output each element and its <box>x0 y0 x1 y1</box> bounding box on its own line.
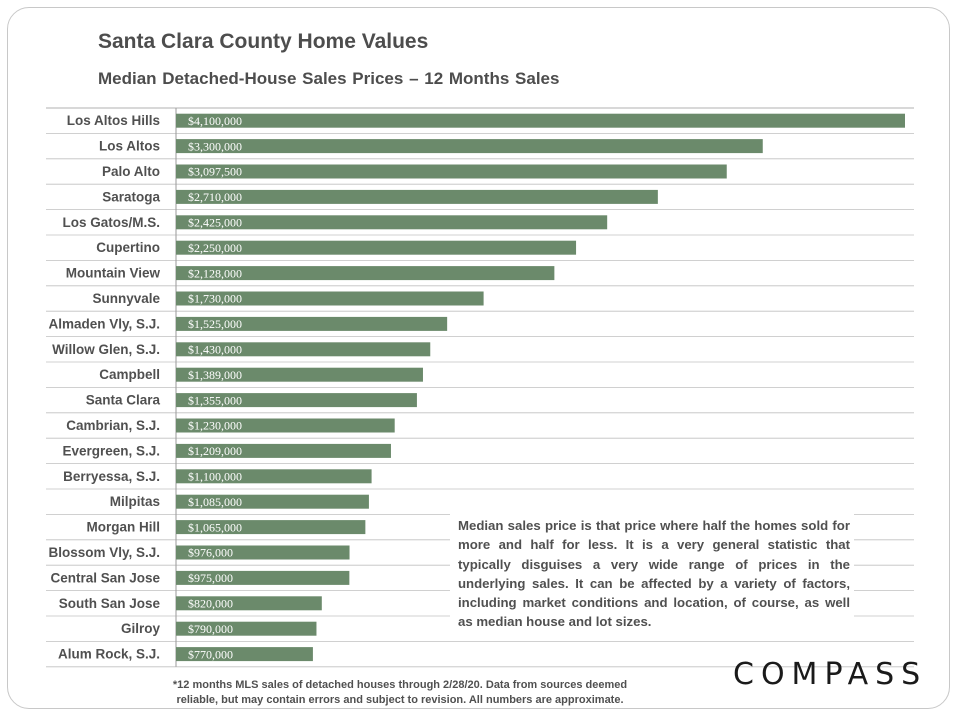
data-label: $1,525,000 <box>188 317 242 331</box>
chart-subtitle: Median Detached-House Sales Prices – 12 … <box>98 69 560 88</box>
data-label: $1,730,000 <box>188 292 242 306</box>
category-label: Almaden Vly, S.J. <box>48 316 160 331</box>
category-label: Berryessa, S.J. <box>63 469 160 484</box>
bar <box>176 164 727 179</box>
bar <box>176 443 391 458</box>
bar <box>176 139 763 154</box>
data-label: $770,000 <box>188 647 233 661</box>
category-label: Cambrian, S.J. <box>66 418 160 433</box>
bar <box>176 342 431 357</box>
category-label: Los Altos Hills <box>67 113 160 128</box>
bar <box>176 367 423 382</box>
data-label: $2,250,000 <box>188 241 242 255</box>
bar <box>176 189 658 204</box>
data-label: $1,209,000 <box>188 444 242 458</box>
category-label: Blossom Vly, S.J. <box>48 545 160 560</box>
bar <box>176 393 417 408</box>
data-label: $1,065,000 <box>188 520 242 534</box>
category-label: Los Altos <box>99 139 160 154</box>
category-label: Central San Jose <box>50 570 160 585</box>
category-label: Palo Alto <box>102 164 160 179</box>
compass-logo: COMPASS <box>733 657 928 692</box>
data-label: $3,097,500 <box>188 165 242 179</box>
data-label: $2,425,000 <box>188 216 242 230</box>
category-label: South San Jose <box>59 596 161 611</box>
data-label: $790,000 <box>188 622 233 636</box>
category-label: Gilroy <box>121 621 161 636</box>
bar <box>176 291 484 306</box>
explanatory-note: Median sales price is that price where h… <box>450 514 854 636</box>
footnote-line-2: reliable, but may contain errors and sub… <box>176 694 624 706</box>
category-label: Alum Rock, S.J. <box>58 647 160 662</box>
category-label: Campbell <box>99 367 160 382</box>
footnote: *12 months MLS sales of detached houses … <box>140 678 660 708</box>
data-label: $1,389,000 <box>188 368 242 382</box>
data-label: $1,100,000 <box>188 470 242 484</box>
category-label: Los Gatos/M.S. <box>62 215 160 230</box>
bar <box>176 113 905 128</box>
category-label: Santa Clara <box>86 393 161 408</box>
bar <box>176 215 608 230</box>
bar <box>176 418 395 433</box>
category-label: Sunnyvale <box>92 291 160 306</box>
data-label: $1,085,000 <box>188 495 242 509</box>
category-label: Milpitas <box>110 494 160 509</box>
category-label: Morgan Hill <box>87 520 161 535</box>
bar <box>176 494 369 509</box>
bar <box>176 596 322 611</box>
bar <box>176 240 577 255</box>
data-label: $976,000 <box>188 546 233 560</box>
category-label: Mountain View <box>66 266 161 281</box>
chart-title: Santa Clara County Home Values <box>98 30 429 53</box>
data-label: $4,100,000 <box>188 114 242 128</box>
category-label: Cupertino <box>96 240 160 255</box>
bar <box>176 647 313 662</box>
footnote-line-1: *12 months MLS sales of detached houses … <box>172 679 628 691</box>
bar <box>176 545 350 560</box>
data-label: $975,000 <box>188 571 233 585</box>
bar <box>176 621 317 636</box>
data-label: $2,710,000 <box>188 190 242 204</box>
bar <box>176 469 372 484</box>
data-label: $1,230,000 <box>188 419 242 433</box>
category-label: Saratoga <box>102 189 160 204</box>
bar <box>176 266 555 281</box>
bar <box>176 316 448 331</box>
data-label: $3,300,000 <box>188 139 242 153</box>
bar <box>176 520 366 535</box>
category-label: Willow Glen, S.J. <box>52 342 160 357</box>
data-label: $1,430,000 <box>188 343 242 357</box>
data-label: $2,128,000 <box>188 266 242 280</box>
data-label: $1,355,000 <box>188 393 242 407</box>
category-label: Evergreen, S.J. <box>62 443 160 458</box>
bar <box>176 570 350 585</box>
data-label: $820,000 <box>188 597 233 611</box>
